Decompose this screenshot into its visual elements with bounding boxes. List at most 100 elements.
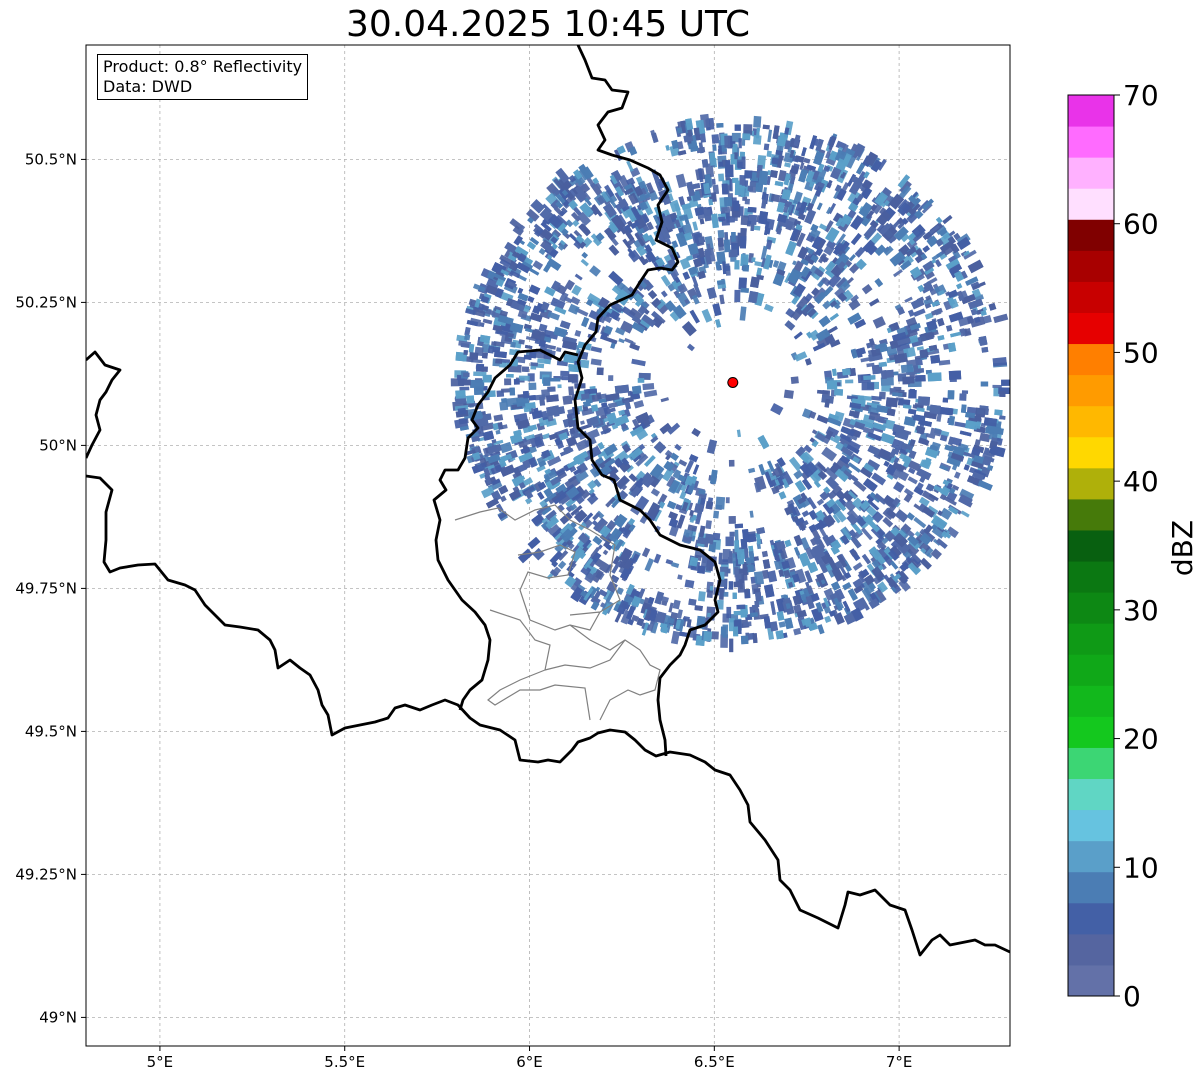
x-tick-label: 5.5°E — [324, 1053, 365, 1071]
echo-pixel — [960, 404, 967, 414]
border-france-south — [86, 474, 1010, 957]
echo-pixel — [831, 567, 845, 582]
echo-pixel — [556, 468, 566, 477]
echo-pixel — [908, 195, 918, 205]
echo-pixel — [474, 298, 481, 308]
echo-pixel — [695, 512, 702, 525]
echo-pixel — [806, 164, 817, 172]
echo-pixel — [832, 434, 841, 444]
echo-pixel — [923, 546, 934, 557]
echo-pixel — [600, 191, 611, 203]
echo-pixel — [753, 556, 759, 561]
echo-pixel — [635, 224, 645, 235]
echo-pixel — [859, 466, 873, 479]
echo-pixel — [529, 312, 543, 323]
echo-pixel — [992, 384, 1002, 389]
echo-pixel — [459, 425, 469, 431]
echo-pixel — [730, 154, 736, 165]
echo-pixel — [823, 486, 831, 494]
echo-pixel — [785, 240, 797, 256]
echo-pixel — [550, 297, 566, 310]
echo-pixel — [790, 165, 799, 174]
echo-pixel — [555, 167, 570, 183]
echo-pixel — [905, 247, 917, 257]
echo-pixel — [829, 300, 838, 308]
echo-pixel — [784, 506, 794, 516]
echo-pixel — [820, 579, 826, 585]
echo-pixel — [463, 372, 470, 377]
echo-pixel — [574, 469, 589, 483]
echo-pixel — [621, 306, 636, 319]
echo-pixel — [905, 327, 918, 338]
echo-pixel — [653, 553, 662, 564]
echo-pixel — [801, 617, 812, 626]
echo-pixel — [833, 612, 845, 625]
echo-pixel — [872, 422, 887, 432]
echo-pixel — [517, 224, 526, 234]
echo-pixel — [685, 118, 694, 131]
echo-pixel — [859, 597, 870, 611]
echo-pixel — [590, 551, 602, 564]
echo-pixel — [756, 127, 760, 139]
echo-pixel — [766, 150, 772, 158]
echo-pixel — [826, 239, 837, 250]
echo-pixel — [549, 476, 562, 486]
echo-pixel — [522, 437, 536, 446]
echo-pixel — [762, 124, 770, 130]
echo-pixel — [582, 538, 592, 549]
echo-pixel — [527, 216, 535, 224]
echo-pixel — [891, 497, 901, 507]
echo-pixel — [788, 503, 798, 516]
echo-pixel — [665, 454, 672, 461]
echo-pixel — [458, 340, 472, 348]
echo-pixel — [862, 478, 878, 492]
echo-pixel — [668, 602, 674, 613]
colorbar-bin — [1068, 840, 1114, 873]
echo-pixel — [747, 185, 754, 192]
echo-pixel — [495, 429, 501, 435]
echo-pixel — [778, 621, 786, 628]
echo-pixel — [718, 216, 726, 222]
x-tick-label: 5°E — [147, 1053, 174, 1071]
echo-pixel — [739, 236, 747, 249]
echo-pixel — [599, 525, 612, 538]
echo-pixel — [855, 258, 867, 270]
echo-pixel — [482, 374, 492, 383]
echo-pixel — [804, 246, 815, 255]
echo-pixel — [655, 611, 667, 624]
echo-pixel — [706, 243, 712, 256]
echo-pixel — [772, 273, 785, 287]
colorbar-tick-label: 30 — [1123, 594, 1159, 627]
echo-pixel — [818, 223, 828, 231]
echo-pixel — [904, 296, 913, 303]
echo-pixel — [575, 485, 586, 496]
echo-pixel — [686, 619, 692, 628]
echo-pixel — [689, 509, 695, 517]
echo-pixel — [942, 397, 949, 403]
echo-pixel — [578, 430, 589, 441]
echo-pixel — [646, 221, 654, 231]
echo-pixel — [793, 331, 803, 340]
echo-pixel — [573, 468, 582, 476]
echo-pixel — [844, 148, 856, 158]
echo-pixel — [907, 309, 915, 317]
radar-site-marker[interactable] — [727, 376, 739, 388]
echo-pixel — [870, 203, 878, 212]
echo-pixel — [577, 532, 590, 545]
echo-pixel — [629, 307, 643, 320]
echo-pixel — [466, 395, 475, 404]
echo-pixel — [805, 572, 813, 584]
echo-pixel — [829, 312, 839, 321]
echo-pixel — [687, 524, 698, 532]
echo-pixel — [896, 306, 905, 316]
echo-pixel — [794, 568, 807, 584]
echo-pixel — [817, 182, 825, 189]
echo-pixel — [497, 422, 504, 430]
echo-pixel — [886, 473, 894, 480]
echo-pixel — [595, 232, 605, 242]
echo-pixel — [459, 386, 470, 391]
echo-pixel — [634, 232, 645, 247]
echo-pixel — [801, 478, 813, 490]
echo-pixel — [495, 278, 505, 287]
